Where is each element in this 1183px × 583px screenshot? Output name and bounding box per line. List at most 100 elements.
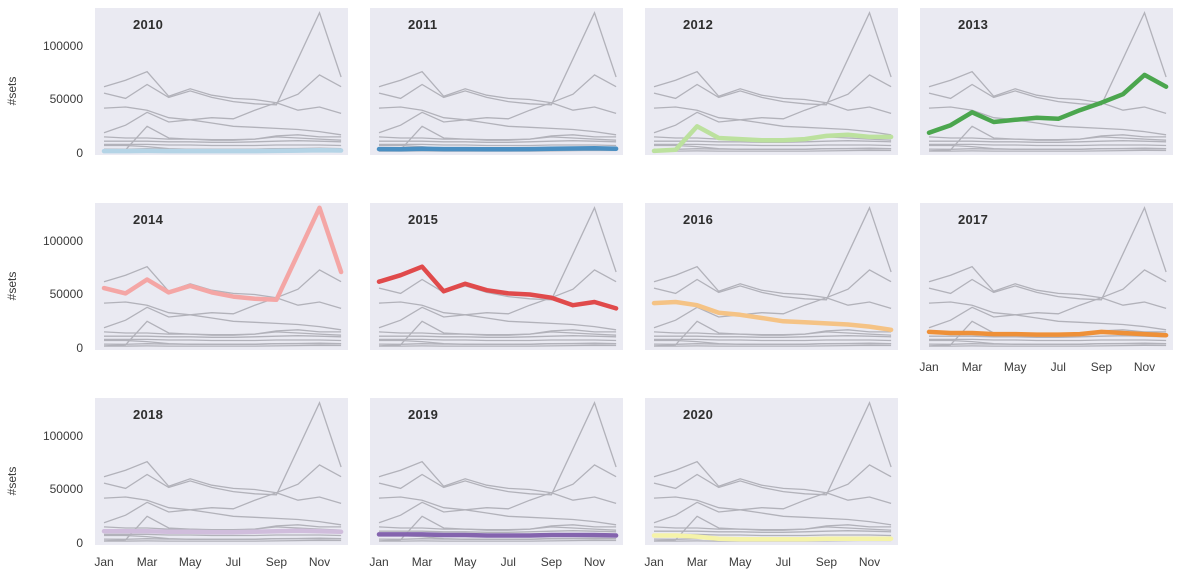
background-line-2013 [653, 269, 892, 329]
y-axis-label: #sets [5, 271, 19, 301]
background-line-2015 [378, 70, 617, 115]
background-line-2013 [103, 464, 342, 524]
y-axis-label: #sets [5, 466, 19, 496]
background-line-2013 [103, 269, 342, 329]
background-line-2019 [104, 533, 342, 537]
facet-title-2013: 2013 [958, 17, 989, 32]
facet-2011: 2011 [370, 8, 623, 155]
x-tick-label: Jul [500, 555, 516, 569]
background-line-2014 [378, 401, 617, 496]
background-line-2014 [928, 206, 1167, 301]
y-axis-label: #sets [5, 76, 19, 106]
background-line-2014 [103, 11, 342, 106]
facet-plot-2020 [651, 401, 894, 542]
background-line-2018 [379, 140, 617, 143]
facet-2015: 2015 [370, 203, 623, 350]
background-line-2016 [103, 106, 342, 136]
background-line-2015 [928, 70, 1167, 115]
background-line-2016 [378, 496, 617, 526]
background-line-2014 [928, 11, 1167, 106]
background-line-2015 [103, 265, 342, 310]
y-tick-label: 100000 [42, 428, 83, 443]
background-line-2018 [929, 140, 1167, 143]
facet-2020: 2020 [645, 398, 898, 545]
x-tick-label: Sep [815, 555, 838, 569]
x-tick-label: May [1003, 360, 1027, 374]
background-line-2013 [928, 269, 1167, 329]
background-line-2017 [378, 136, 617, 141]
facet-plot-2015 [376, 206, 619, 347]
background-line-2018 [104, 335, 342, 338]
x-tick-label: Mar [961, 360, 983, 374]
y-tick-label: 50000 [49, 482, 83, 496]
x-tick-label: Jul [225, 555, 241, 569]
background-line-2017 [928, 136, 1167, 141]
x-tick-label: Jan [369, 555, 389, 569]
background-line-2018 [654, 530, 892, 533]
x-tick-label: Jan [919, 360, 939, 374]
x-tick-label: Jul [1050, 360, 1066, 374]
background-line-2014 [378, 206, 617, 301]
background-line-2013 [378, 74, 617, 134]
facet-title-2016: 2016 [683, 212, 714, 227]
background-line-2016 [103, 301, 342, 331]
background-line-2020 [654, 339, 892, 345]
x-tick-label: May [728, 555, 752, 569]
background-line-2015 [378, 460, 617, 505]
background-line-2014 [103, 401, 342, 496]
background-line-2020 [379, 339, 617, 345]
background-line-2016 [653, 496, 892, 526]
x-tick-label: Sep [265, 555, 288, 569]
facet-2014: 2014 [95, 203, 348, 350]
background-line-2019 [379, 143, 617, 147]
facet-2017: 2017 [920, 203, 1173, 350]
background-line-2010 [104, 344, 342, 347]
background-line-2010 [379, 539, 617, 542]
facet-2016: 2016 [645, 203, 898, 350]
background-line-2018 [654, 335, 892, 338]
highlight-line-2011 [376, 145, 619, 152]
background-line-2017 [103, 331, 342, 336]
facet-title-2011: 2011 [408, 17, 438, 32]
facet-plot-2011 [376, 11, 619, 152]
highlight-line-2020 [651, 533, 894, 542]
facet-plot-2019 [376, 401, 619, 542]
background-line-2013 [653, 464, 892, 524]
facet-plot-2016 [651, 206, 894, 347]
background-line-2015 [928, 265, 1167, 310]
facet-title-2014: 2014 [133, 212, 164, 227]
facet-plot-2014 [101, 205, 344, 347]
background-line-2020 [654, 144, 892, 150]
x-tick-label: Jan [644, 555, 664, 569]
background-line-2018 [104, 140, 342, 143]
facet-title-2019: 2019 [408, 407, 439, 422]
background-line-2014 [378, 11, 617, 106]
x-tick-label: Mar [686, 555, 708, 569]
facet-title-2018: 2018 [133, 407, 164, 422]
background-line-2016 [928, 106, 1167, 136]
facet-title-2017: 2017 [958, 212, 989, 227]
facet-title-2015: 2015 [408, 212, 439, 227]
highlight-line-2018 [101, 528, 344, 535]
x-tick-label: Nov [1133, 360, 1156, 374]
background-line-2010 [104, 539, 342, 542]
background-line-2016 [653, 106, 892, 136]
x-tick-label: Mar [136, 555, 158, 569]
highlight-line-2013 [926, 72, 1169, 135]
x-tick-label: Mar [411, 555, 433, 569]
highlight-line-2014 [101, 205, 344, 303]
facet-plot-2010 [101, 11, 344, 154]
facet-2019: 2019 [370, 398, 623, 545]
background-line-2015 [653, 265, 892, 310]
facet-title-2010: 2010 [133, 17, 164, 32]
facet-2013: 2013 [920, 8, 1173, 155]
background-line-2015 [103, 70, 342, 115]
background-line-2014 [653, 11, 892, 106]
background-line-2017 [103, 526, 342, 531]
highlight-line-2010 [101, 148, 344, 154]
background-line-2017 [378, 331, 617, 336]
x-tick-label: Nov [308, 555, 331, 569]
background-line-2019 [379, 338, 617, 342]
background-line-2020 [104, 534, 342, 540]
